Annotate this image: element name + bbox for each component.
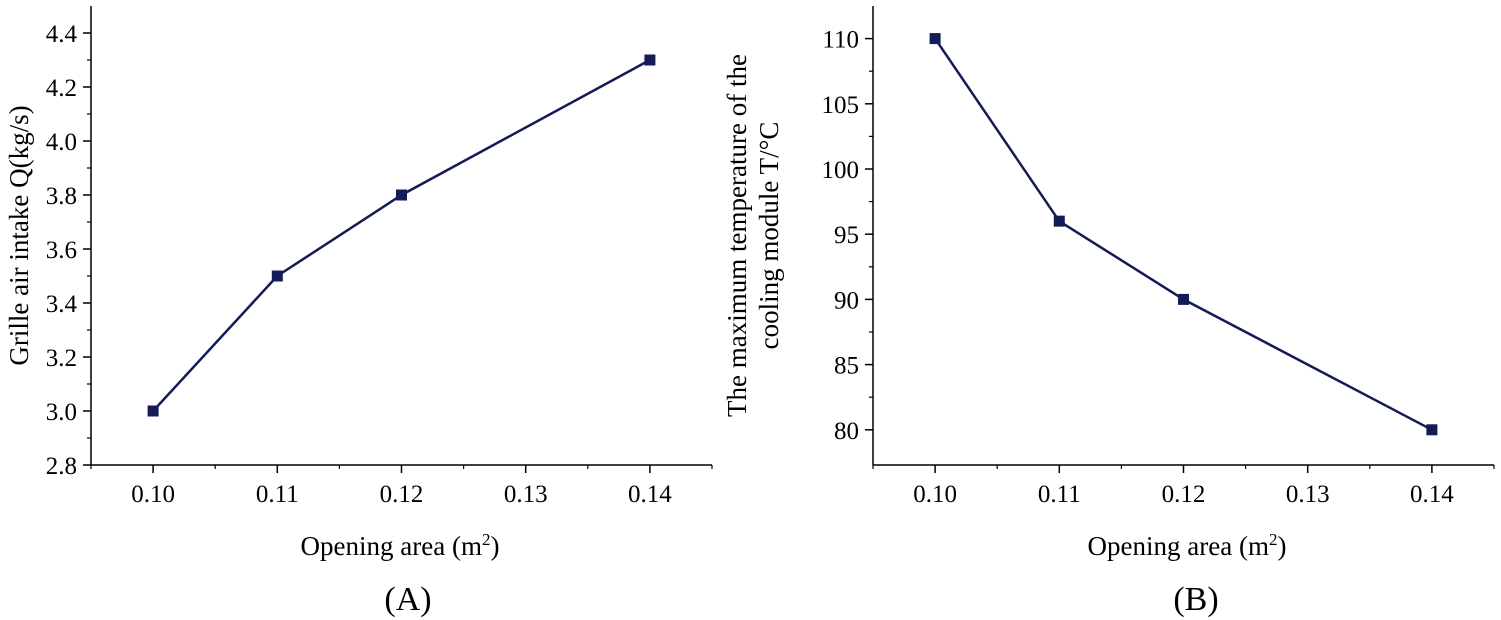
x-tick-label: 0.13 bbox=[504, 481, 548, 508]
data-point bbox=[1178, 293, 1189, 305]
y-tick-label: 3.4 bbox=[46, 291, 78, 318]
y-axis-label: Grille air intake Q(kg/s) bbox=[4, 105, 34, 365]
x-tick-label: 0.11 bbox=[256, 481, 299, 508]
x-tick-label: 0.11 bbox=[1038, 481, 1081, 508]
y-tick-label: 2.8 bbox=[46, 453, 77, 480]
y-tick-label: 3.2 bbox=[46, 345, 77, 372]
x-tick-label: 0.12 bbox=[1162, 481, 1206, 508]
x-axis-label: Opening area (m2) bbox=[1088, 530, 1287, 561]
y-tick-label: 90 bbox=[834, 287, 859, 314]
data-point bbox=[147, 405, 159, 417]
y-tick-label: 3.8 bbox=[46, 183, 77, 210]
y-tick-label: 3.6 bbox=[46, 237, 77, 264]
data-point bbox=[644, 54, 656, 66]
data-point bbox=[396, 189, 407, 201]
panel-label: (A) bbox=[384, 581, 431, 618]
x-axis-label: Opening area (m2) bbox=[301, 530, 500, 561]
y-tick-label: 85 bbox=[834, 353, 859, 380]
y-tick-label: 80 bbox=[834, 418, 859, 445]
data-point bbox=[271, 270, 283, 282]
x-tick-label: 0.14 bbox=[628, 481, 672, 508]
y-axis-label: The maximum temperature of the bbox=[722, 54, 752, 417]
y-axis-label: cooling module T/°C bbox=[754, 122, 784, 350]
y-tick-label: 4.2 bbox=[46, 75, 77, 102]
x-tick-label: 0.12 bbox=[380, 481, 424, 508]
y-tick-label: 4.4 bbox=[46, 21, 78, 48]
chart-panel-b: 80 85 90 95 100 105 110 0.10 0.11 0.12 0.13 0.14 Ope… bbox=[722, 6, 1495, 618]
data-point bbox=[1426, 424, 1438, 436]
chart-panel-a: 2.8 3.0 3.2 3.4 3.6 3.8 4.0 4.2 4.4 0.10 0.11 0.12 0… bbox=[4, 6, 713, 618]
panel-label: (B) bbox=[1173, 581, 1218, 618]
x-tick-label: 0.14 bbox=[1410, 481, 1454, 508]
y-tick-label: 95 bbox=[834, 222, 859, 249]
y-tick-label: 4.0 bbox=[46, 129, 77, 156]
x-tick-label: 0.10 bbox=[913, 481, 957, 508]
data-point bbox=[929, 33, 941, 45]
y-tick-label: 100 bbox=[822, 157, 860, 184]
y-tick-label: 110 bbox=[822, 27, 859, 54]
y-tick-label: 105 bbox=[822, 92, 860, 119]
data-point bbox=[1053, 215, 1065, 227]
x-tick-label: 0.10 bbox=[131, 481, 175, 508]
x-tick-label: 0.13 bbox=[1286, 481, 1330, 508]
series-line bbox=[152, 58, 651, 412]
series-line bbox=[934, 37, 1433, 431]
y-tick-label: 3.0 bbox=[46, 399, 77, 426]
